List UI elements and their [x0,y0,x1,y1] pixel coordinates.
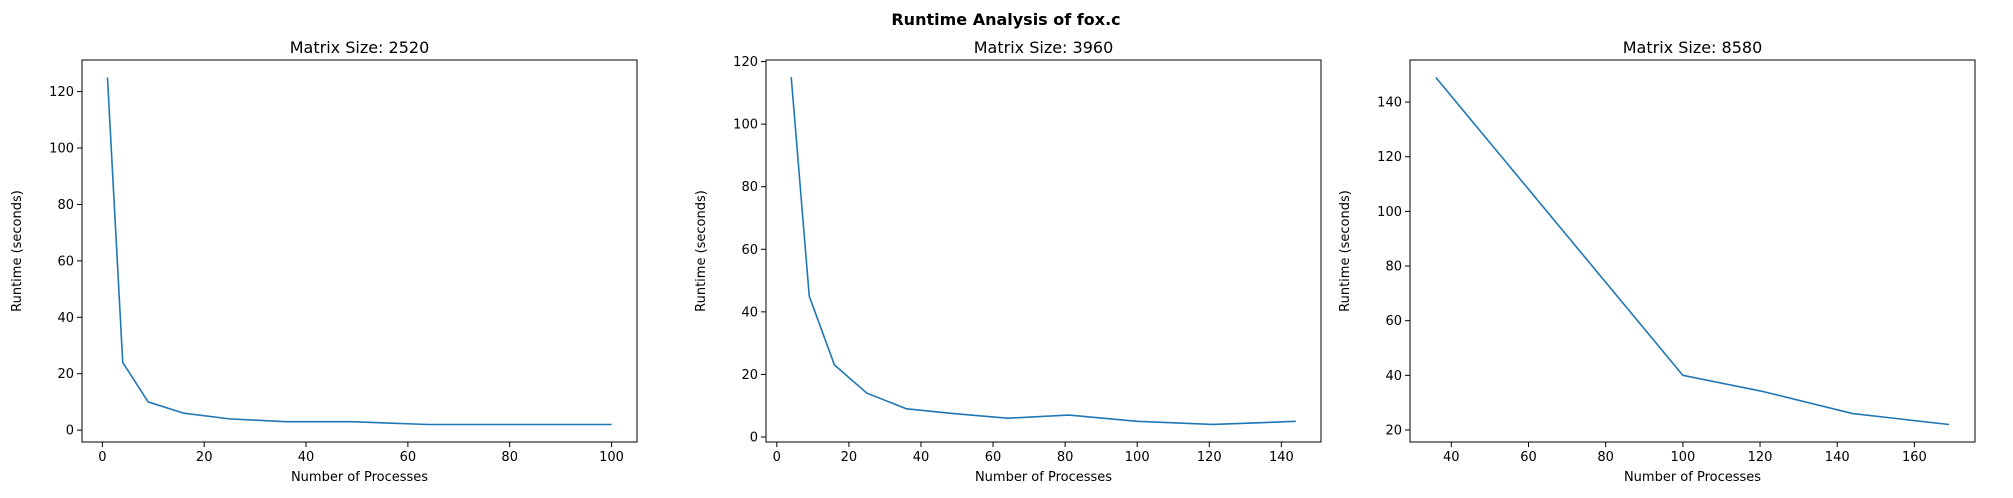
x-tick-label: 100 [1125,450,1150,465]
x-tick-label: 160 [1902,450,1927,465]
y-tick-label: 0 [750,430,758,445]
y-axis-label: Runtime (seconds) [694,190,709,312]
chart-title: Matrix Size: 3960 [974,38,1114,57]
x-axis-label: Number of Processes [1624,470,1761,485]
chart-1: 0 20 40 60 80 100 0 20 40 60 80 100 120 Matrix Size: … [10,38,638,485]
x-tick-label: 0 [98,450,106,465]
chart-title: Matrix Size: 2520 [290,38,430,57]
x-tick-label: 20 [196,450,213,465]
chart-title: Matrix Size: 8580 [1623,38,1763,57]
plot-frame [1409,59,1976,443]
x-tick-label: 40 [913,450,930,465]
y-tick-label: 20 [1385,423,1402,438]
x-axis-label: Number of Processes [291,470,428,485]
y-tick-label: 100 [733,118,758,133]
y-tick-label: 100 [49,142,74,157]
x-tick-label: 140 [1825,450,1850,465]
x-tick-label: 20 [841,450,858,465]
y-axis-label: Runtime (seconds) [10,190,25,312]
x-tick-label: 40 [298,450,315,465]
x-tick-label: 140 [1269,450,1294,465]
y-tick-label: 40 [741,305,758,320]
x-tick-label: 60 [985,450,1002,465]
y-tick-label: 20 [741,368,758,383]
y-tick-label: 100 [1377,205,1402,220]
y-tick-label: 20 [57,367,74,382]
chart-3: 40 60 80 100 120 140 160 20 40 60 80 100 120 140 Matri… [1338,38,1976,485]
x-tick-label: 0 [773,450,781,465]
y-tick-label: 40 [57,311,74,326]
chart-2: 0 20 40 60 80 100 120 140 0 20 40 60 80 100 120 Matrix … [694,38,1322,485]
x-tick-label: 120 [1748,450,1773,465]
x-tick-label: 80 [1597,450,1614,465]
y-tick-label: 80 [741,180,758,195]
plot-frame [81,59,638,443]
y-tick-label: 80 [57,198,74,213]
x-tick-label: 60 [400,450,417,465]
y-tick-label: 60 [1385,314,1402,329]
y-axis-label: Runtime (seconds) [1338,190,1353,312]
x-tick-label: 60 [1520,450,1537,465]
y-tick-label: 0 [66,424,74,439]
series-line [106,77,612,426]
y-tick-label: 60 [741,243,758,258]
y-tick-label: 80 [1385,260,1402,275]
series-line [790,77,1296,426]
plot-frame [765,59,1322,443]
y-tick-label: 140 [1377,96,1402,111]
figure-title: Runtime Analysis of fox.c [891,10,1120,29]
x-tick-label: 100 [1670,450,1695,465]
x-tick-label: 120 [1197,450,1222,465]
y-tick-label: 60 [57,254,74,269]
x-tick-label: 100 [599,450,624,465]
x-axis-label: Number of Processes [975,470,1112,485]
y-tick-label: 40 [1385,369,1402,384]
x-tick-label: 80 [501,450,518,465]
y-tick-label: 120 [733,55,758,70]
y-tick-label: 120 [49,85,74,100]
x-tick-label: 40 [1443,450,1460,465]
x-tick-label: 80 [1057,450,1074,465]
series-line [1435,76,1950,426]
y-tick-label: 120 [1377,150,1402,165]
